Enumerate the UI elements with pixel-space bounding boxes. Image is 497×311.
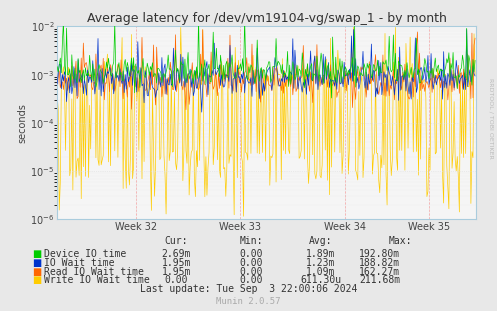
Y-axis label: seconds: seconds <box>17 103 27 143</box>
Text: Max:: Max: <box>388 236 412 246</box>
Text: IO Wait time: IO Wait time <box>44 258 114 268</box>
Text: Device IO time: Device IO time <box>44 249 126 259</box>
Text: ■: ■ <box>32 258 42 268</box>
Text: 188.82m: 188.82m <box>359 258 400 268</box>
Text: Avg:: Avg: <box>309 236 332 246</box>
Text: ■: ■ <box>32 267 42 276</box>
Text: Last update: Tue Sep  3 22:00:06 2024: Last update: Tue Sep 3 22:00:06 2024 <box>140 284 357 294</box>
Text: 0.00: 0.00 <box>239 275 263 285</box>
Text: ■: ■ <box>32 249 42 259</box>
Text: 1.09m: 1.09m <box>306 267 335 276</box>
Text: Cur:: Cur: <box>165 236 188 246</box>
Title: Average latency for /dev/vm19104-vg/swap_1 - by month: Average latency for /dev/vm19104-vg/swap… <box>86 12 447 25</box>
Text: RRDTOOL / TOBI OETIKER: RRDTOOL / TOBI OETIKER <box>489 78 494 159</box>
Text: ■: ■ <box>32 275 42 285</box>
Text: 611.30u: 611.30u <box>300 275 341 285</box>
Text: 0.00: 0.00 <box>239 249 263 259</box>
Text: 211.68m: 211.68m <box>359 275 400 285</box>
Text: Write IO Wait time: Write IO Wait time <box>44 275 150 285</box>
Text: 0.00: 0.00 <box>239 267 263 276</box>
Text: 0.00: 0.00 <box>239 258 263 268</box>
Text: Read IO Wait time: Read IO Wait time <box>44 267 144 276</box>
Text: 1.23m: 1.23m <box>306 258 335 268</box>
Text: 1.95m: 1.95m <box>162 267 191 276</box>
Text: 0.00: 0.00 <box>165 275 188 285</box>
Text: Min:: Min: <box>239 236 263 246</box>
Text: 162.27m: 162.27m <box>359 267 400 276</box>
Text: Munin 2.0.57: Munin 2.0.57 <box>216 297 281 306</box>
Text: 2.69m: 2.69m <box>162 249 191 259</box>
Text: 192.80m: 192.80m <box>359 249 400 259</box>
Text: 1.95m: 1.95m <box>162 258 191 268</box>
Text: 1.89m: 1.89m <box>306 249 335 259</box>
